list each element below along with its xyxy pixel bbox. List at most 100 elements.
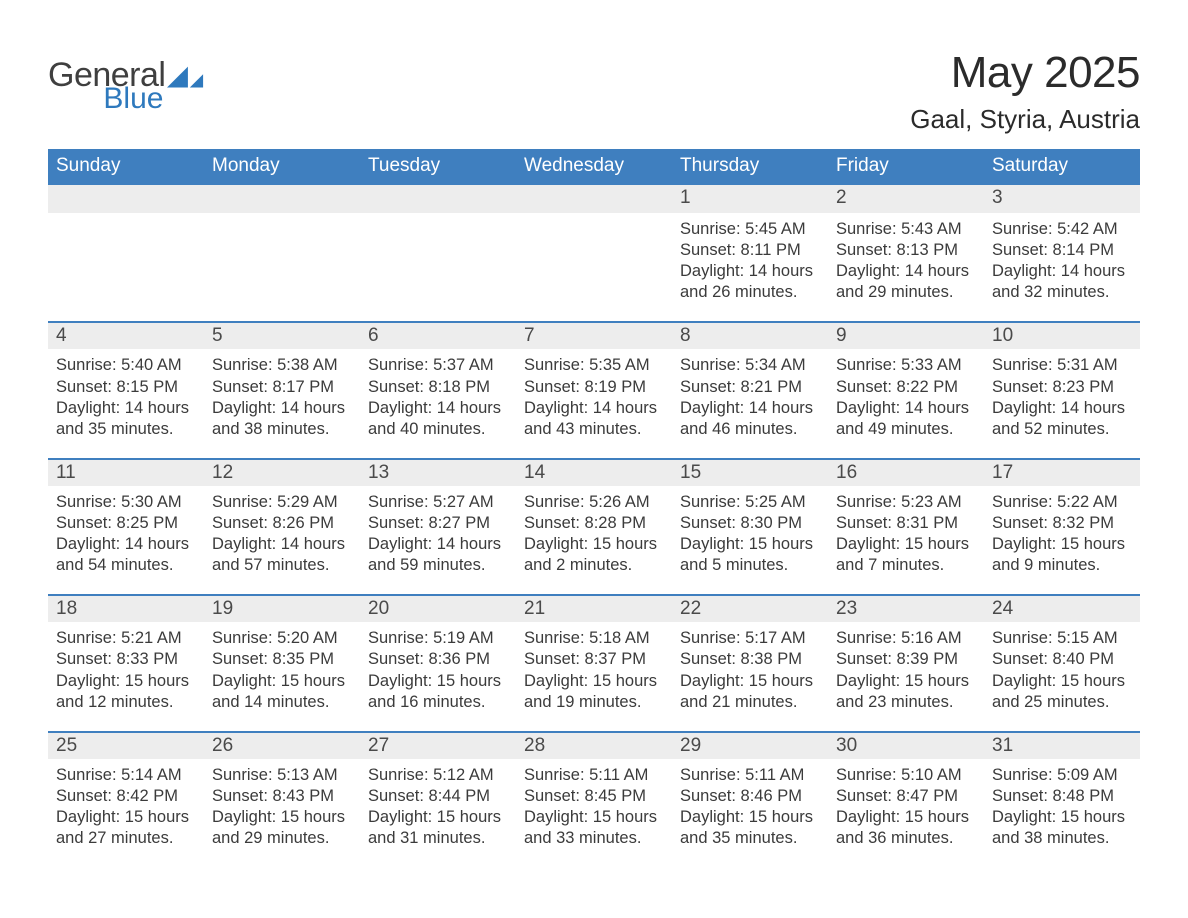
daylight-line: Daylight: 15 hours and 12 minutes. [56, 671, 198, 713]
day-details: Sunrise: 5:35 AM Sunset: 8:19 PM Dayligh… [516, 349, 666, 439]
sunrise-line: Sunrise: 5:45 AM [680, 219, 822, 240]
day-details: Sunrise: 5:09 AM Sunset: 8:48 PM Dayligh… [984, 759, 1134, 849]
day-details: Sunrise: 5:37 AM Sunset: 8:18 PM Dayligh… [360, 349, 510, 439]
day-number: 22 [672, 596, 828, 622]
day-number: 1 [672, 185, 828, 213]
daylight-line: Daylight: 15 hours and 27 minutes. [56, 807, 198, 849]
sunrise-line: Sunrise: 5:18 AM [524, 628, 666, 649]
sunset-line: Sunset: 8:26 PM [212, 513, 354, 534]
day-number: 6 [360, 323, 516, 349]
day-details: Sunrise: 5:17 AM Sunset: 8:38 PM Dayligh… [672, 622, 822, 712]
day-number: 26 [204, 733, 360, 759]
day-cell: Sunrise: 5:17 AM Sunset: 8:38 PM Dayligh… [672, 622, 828, 712]
sunrise-line: Sunrise: 5:27 AM [368, 492, 510, 513]
sunset-line: Sunset: 8:39 PM [836, 649, 978, 670]
day-number: 25 [48, 733, 204, 759]
sunrise-line: Sunrise: 5:12 AM [368, 765, 510, 786]
day-cell: Sunrise: 5:21 AM Sunset: 8:33 PM Dayligh… [48, 622, 204, 712]
day-number: 24 [984, 596, 1140, 622]
day-details: Sunrise: 5:15 AM Sunset: 8:40 PM Dayligh… [984, 622, 1134, 712]
daylight-line: Daylight: 14 hours and 29 minutes. [836, 261, 978, 303]
day-number: 3 [984, 185, 1140, 213]
day-details: Sunrise: 5:19 AM Sunset: 8:36 PM Dayligh… [360, 622, 510, 712]
daylight-line: Daylight: 15 hours and 9 minutes. [992, 534, 1134, 576]
week-row: Sunrise: 5:40 AM Sunset: 8:15 PM Dayligh… [48, 349, 1140, 457]
day-details: Sunrise: 5:21 AM Sunset: 8:33 PM Dayligh… [48, 622, 198, 712]
header-row: General Blue May 2025 Gaal, Styria, Aust… [48, 48, 1140, 135]
day-number: 19 [204, 596, 360, 622]
day-number: 8 [672, 323, 828, 349]
day-cell: Sunrise: 5:23 AM Sunset: 8:31 PM Dayligh… [828, 486, 984, 576]
day-cell: Sunrise: 5:25 AM Sunset: 8:30 PM Dayligh… [672, 486, 828, 576]
weekday-label: Friday [828, 149, 984, 185]
day-cell: Sunrise: 5:11 AM Sunset: 8:45 PM Dayligh… [516, 759, 672, 849]
sunrise-line: Sunrise: 5:40 AM [56, 355, 198, 376]
daylight-line: Daylight: 15 hours and 2 minutes. [524, 534, 666, 576]
day-cell: Sunrise: 5:13 AM Sunset: 8:43 PM Dayligh… [204, 759, 360, 849]
day-cell: Sunrise: 5:15 AM Sunset: 8:40 PM Dayligh… [984, 622, 1140, 712]
sunrise-line: Sunrise: 5:17 AM [680, 628, 822, 649]
day-details: Sunrise: 5:25 AM Sunset: 8:30 PM Dayligh… [672, 486, 822, 576]
brand-mark-icon [167, 64, 205, 94]
sunrise-line: Sunrise: 5:11 AM [524, 765, 666, 786]
day-cell: Sunrise: 5:14 AM Sunset: 8:42 PM Dayligh… [48, 759, 204, 849]
sunset-line: Sunset: 8:23 PM [992, 377, 1134, 398]
sunset-line: Sunset: 8:38 PM [680, 649, 822, 670]
sunset-line: Sunset: 8:43 PM [212, 786, 354, 807]
calendar-page: General Blue May 2025 Gaal, Styria, Aust… [0, 0, 1188, 867]
daylight-line: Daylight: 15 hours and 25 minutes. [992, 671, 1134, 713]
sunset-line: Sunset: 8:48 PM [992, 786, 1134, 807]
day-cell: Sunrise: 5:34 AM Sunset: 8:21 PM Dayligh… [672, 349, 828, 439]
sunset-line: Sunset: 8:27 PM [368, 513, 510, 534]
day-cell-empty [360, 213, 516, 303]
weekday-label: Tuesday [360, 149, 516, 185]
day-cell-empty [48, 213, 204, 303]
daylight-line: Daylight: 14 hours and 59 minutes. [368, 534, 510, 576]
daylight-line: Daylight: 14 hours and 35 minutes. [56, 398, 198, 440]
day-details: Sunrise: 5:13 AM Sunset: 8:43 PM Dayligh… [204, 759, 354, 849]
title-block: May 2025 Gaal, Styria, Austria [910, 48, 1140, 135]
brand-logo: General Blue [48, 48, 205, 114]
day-number-empty [48, 185, 204, 213]
day-details: Sunrise: 5:10 AM Sunset: 8:47 PM Dayligh… [828, 759, 978, 849]
calendar: Sunday Monday Tuesday Wednesday Thursday… [48, 149, 1140, 867]
day-cell: Sunrise: 5:45 AM Sunset: 8:11 PM Dayligh… [672, 213, 828, 303]
day-cell: Sunrise: 5:22 AM Sunset: 8:32 PM Dayligh… [984, 486, 1140, 576]
weekday-label: Thursday [672, 149, 828, 185]
brand-text: General Blue [48, 58, 165, 114]
day-number-empty [360, 185, 516, 213]
day-details: Sunrise: 5:27 AM Sunset: 8:27 PM Dayligh… [360, 486, 510, 576]
day-number-row: 123 [48, 185, 1140, 213]
day-number-row: 45678910 [48, 321, 1140, 349]
day-number: 12 [204, 460, 360, 486]
daylight-line: Daylight: 14 hours and 54 minutes. [56, 534, 198, 576]
page-title: May 2025 [910, 48, 1140, 98]
week-row: Sunrise: 5:21 AM Sunset: 8:33 PM Dayligh… [48, 622, 1140, 730]
day-details: Sunrise: 5:40 AM Sunset: 8:15 PM Dayligh… [48, 349, 198, 439]
day-details: Sunrise: 5:45 AM Sunset: 8:11 PM Dayligh… [672, 213, 822, 303]
day-number-row: 11121314151617 [48, 458, 1140, 486]
daylight-line: Daylight: 14 hours and 26 minutes. [680, 261, 822, 303]
day-details: Sunrise: 5:20 AM Sunset: 8:35 PM Dayligh… [204, 622, 354, 712]
day-number-empty [204, 185, 360, 213]
daylight-line: Daylight: 15 hours and 29 minutes. [212, 807, 354, 849]
daylight-line: Daylight: 15 hours and 33 minutes. [524, 807, 666, 849]
sunrise-line: Sunrise: 5:33 AM [836, 355, 978, 376]
daylight-line: Daylight: 15 hours and 21 minutes. [680, 671, 822, 713]
sunset-line: Sunset: 8:42 PM [56, 786, 198, 807]
weekday-header: Sunday Monday Tuesday Wednesday Thursday… [48, 149, 1140, 185]
day-number: 27 [360, 733, 516, 759]
sunrise-line: Sunrise: 5:25 AM [680, 492, 822, 513]
day-cell: Sunrise: 5:09 AM Sunset: 8:48 PM Dayligh… [984, 759, 1140, 849]
day-number: 18 [48, 596, 204, 622]
day-cell: Sunrise: 5:16 AM Sunset: 8:39 PM Dayligh… [828, 622, 984, 712]
day-cell: Sunrise: 5:10 AM Sunset: 8:47 PM Dayligh… [828, 759, 984, 849]
weekday-label: Wednesday [516, 149, 672, 185]
sunset-line: Sunset: 8:15 PM [56, 377, 198, 398]
daylight-line: Daylight: 14 hours and 38 minutes. [212, 398, 354, 440]
day-number: 29 [672, 733, 828, 759]
day-number: 16 [828, 460, 984, 486]
day-number-row: 18192021222324 [48, 594, 1140, 622]
day-cell: Sunrise: 5:42 AM Sunset: 8:14 PM Dayligh… [984, 213, 1140, 303]
day-cell: Sunrise: 5:27 AM Sunset: 8:27 PM Dayligh… [360, 486, 516, 576]
